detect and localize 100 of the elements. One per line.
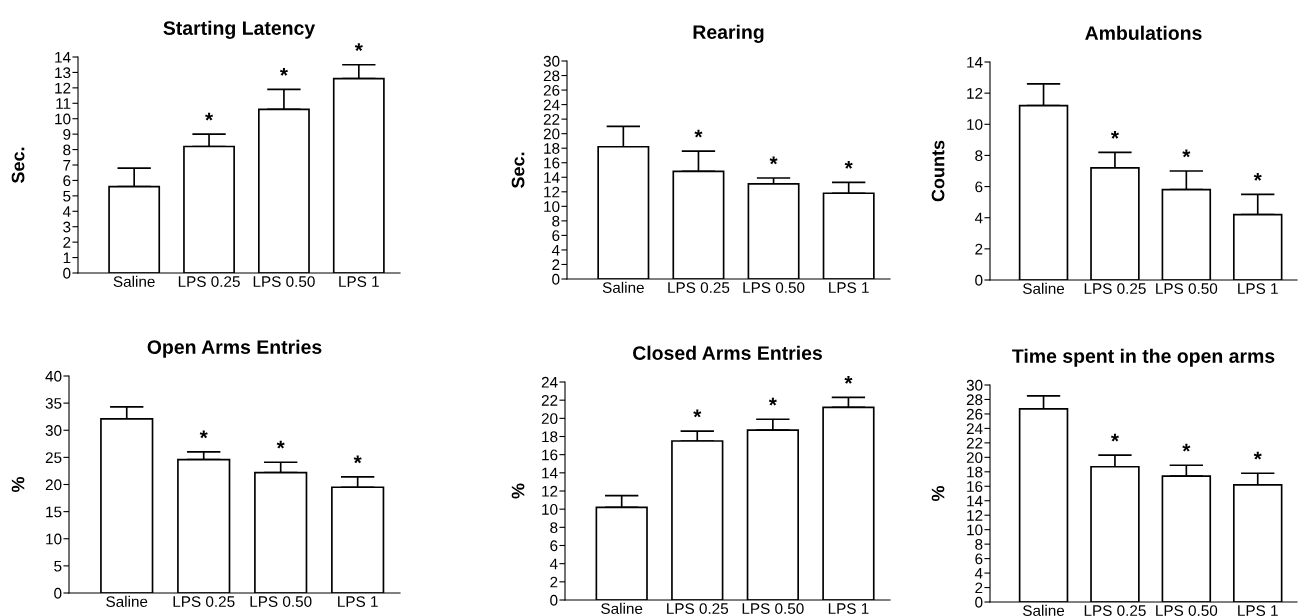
x-tick-label: Saline: [113, 275, 155, 287]
chart-title: Ambulations: [1085, 25, 1202, 40]
y-tick-label: 2: [63, 237, 71, 248]
x-tick-label: Saline: [601, 602, 643, 614]
y-axis-title: Sec.: [11, 147, 25, 184]
annotation: *: [1253, 451, 1262, 460]
annotation: *: [276, 440, 285, 449]
y-tick-label: 10: [544, 201, 560, 213]
y-tick-label: 0: [975, 596, 983, 608]
x-tick-label: LPS 1: [339, 276, 379, 287]
x-tick-label: LPS 0.50: [743, 282, 805, 293]
x-tick-label: LPS 1: [338, 596, 378, 607]
annotation: *: [1182, 149, 1191, 158]
y-tick-label: 8: [63, 144, 71, 156]
y-tick-label: 14: [967, 495, 983, 507]
y-tick-label: 10: [542, 504, 558, 515]
x-tick-label: Saline: [1023, 604, 1065, 616]
y-tick-label: 2: [550, 576, 558, 588]
y-tick-label: 12: [967, 510, 983, 521]
annotation: *: [279, 67, 288, 76]
annotation: *: [844, 376, 853, 384]
y-tick-label: 16: [544, 157, 560, 169]
y-tick-label: 20: [541, 413, 558, 425]
y-tick-label: 5: [63, 190, 71, 202]
y-tick-label: 4: [549, 558, 558, 570]
y-tick-label: 4: [62, 206, 71, 217]
x-tick-label: Saline: [106, 595, 148, 607]
chart-title: Rearing: [693, 24, 764, 43]
y-tick-label: 7: [63, 160, 71, 171]
y-tick-label: 6: [975, 553, 983, 565]
y-tick-label: 12: [544, 186, 560, 198]
chart-title: Closed Arms Entries: [633, 345, 822, 360]
annotation: *: [768, 397, 777, 406]
y-tick-label: 4: [551, 244, 560, 256]
y-tick-label: 35: [45, 397, 62, 409]
y-tick-label: 10: [46, 533, 62, 545]
x-tick-label: Saline: [602, 281, 644, 293]
y-axis-title: %: [511, 483, 525, 499]
y-tick-label: 0: [63, 267, 71, 279]
y-tick-label: 6: [975, 181, 983, 193]
x-tick-label: LPS 0.50: [1156, 605, 1218, 616]
x-tick-label: LPS 1: [1238, 283, 1278, 294]
y-tick-label: 15: [46, 506, 62, 518]
y-tick-label: 14: [544, 172, 560, 183]
y-tick-label: 30: [45, 425, 62, 436]
y-tick-label: 12: [55, 82, 71, 94]
y-tick-label: 24: [966, 423, 983, 434]
y-tick-label: 22: [541, 395, 558, 406]
y-tick-label: 3: [63, 221, 71, 233]
y-tick-label: 10: [967, 524, 983, 536]
x-tick-label: LPS 0.25: [178, 276, 240, 287]
annotation: *: [1110, 433, 1119, 442]
y-tick-label: 18: [967, 466, 983, 478]
y-tick-label: 2: [975, 243, 983, 255]
y-tick-label: 1: [63, 252, 71, 264]
x-tick-label: LPS 0.25: [667, 603, 729, 614]
y-tick-label: 14: [55, 52, 71, 63]
annotation: *: [693, 409, 702, 418]
y-tick-label: 12: [542, 485, 558, 497]
x-tick-label: LPS 1: [828, 603, 869, 614]
annotation: *: [694, 129, 703, 138]
y-tick-label: 13: [55, 67, 71, 79]
x-tick-label: Saline: [1023, 282, 1065, 294]
annotation: *: [844, 160, 853, 169]
y-tick-label: 0: [975, 274, 983, 286]
y-tick-label: 8: [975, 150, 983, 162]
y-tick-label: 28: [966, 394, 983, 406]
x-tick-label: LPS 0.25: [1084, 605, 1146, 616]
y-tick-label: 30: [543, 55, 560, 67]
y-tick-label: 10: [55, 113, 71, 125]
y-tick-label: 24: [541, 376, 558, 388]
y-tick-label: 4: [974, 568, 983, 579]
y-tick-label: 6: [552, 230, 560, 242]
x-tick-label: LPS 0.25: [173, 596, 235, 607]
y-tick-label: 18: [542, 431, 558, 443]
y-tick-label: 10: [967, 119, 983, 130]
y-tick-label: 11: [56, 98, 71, 109]
y-tick-label: 26: [543, 84, 560, 96]
annotation: *: [353, 455, 362, 464]
y-tick-label: 18: [544, 143, 560, 154]
y-tick-label: 12: [967, 88, 983, 99]
y-axis-title: Counts: [931, 140, 945, 202]
y-tick-label: 16: [967, 481, 983, 492]
y-tick-label: 14: [967, 57, 983, 68]
x-tick-label: LPS 0.50: [253, 276, 315, 287]
chart-title: Open Arms Entries: [147, 339, 322, 358]
y-tick-label: 8: [550, 522, 558, 534]
annotation: *: [1182, 443, 1191, 452]
y-tick-label: 0: [550, 594, 558, 606]
x-tick-label: LPS 0.50: [1156, 283, 1218, 294]
chart-title: Time spent in the open arms: [1012, 348, 1275, 367]
annotation: *: [769, 156, 778, 165]
y-tick-label: 20: [543, 128, 560, 140]
y-tick-label: 20: [966, 452, 983, 464]
y-tick-label: 30: [966, 379, 983, 391]
y-tick-label: 9: [63, 129, 71, 140]
annotation: *: [354, 43, 363, 52]
chart-title: Starting Latency: [163, 20, 316, 39]
y-tick-label: 16: [542, 449, 558, 461]
annotation: *: [1110, 130, 1119, 139]
